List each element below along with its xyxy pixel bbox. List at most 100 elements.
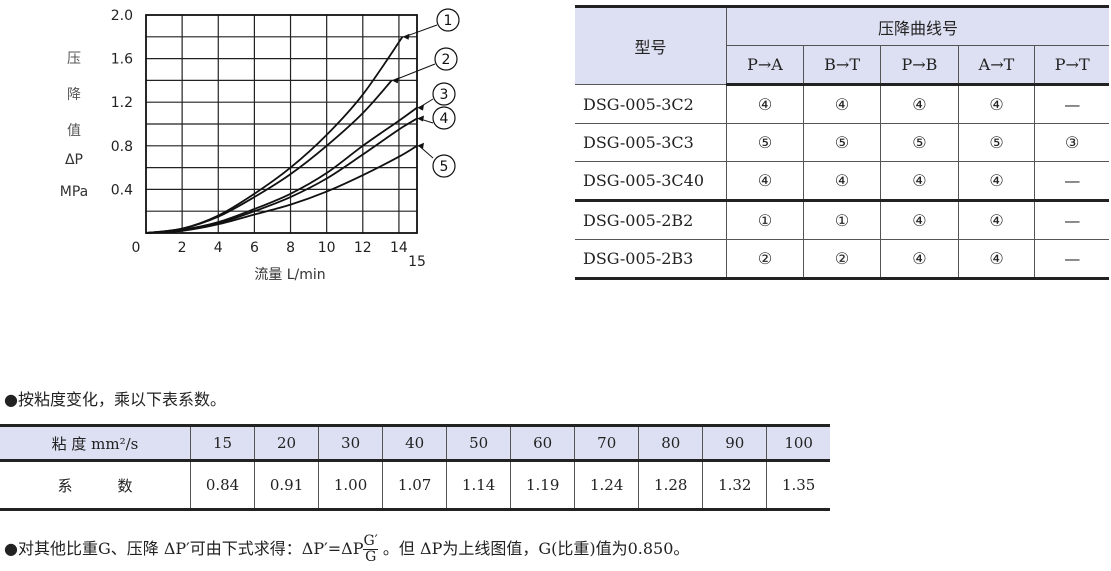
viscosity-header-label: 粘 度 mm²/s (0, 425, 191, 462)
arrow-head-icon (417, 115, 424, 122)
series-curve-3 (145, 106, 418, 234)
leader-line (404, 24, 438, 38)
column-header: P→A (726, 45, 804, 86)
viscosity-cell: 50 (446, 425, 512, 462)
table-row: DSG-005-2B2 ① ① ④ ④ — (575, 199, 1109, 240)
viscosity-cell: 60 (510, 425, 576, 462)
curve-group-header: 压降曲线号 (726, 6, 1109, 46)
curve-number-cell: ② (802, 239, 882, 279)
model-cell: DSG-005-2B2 (575, 199, 727, 240)
curve-number-cell: ② (726, 239, 804, 279)
table-row: DSG-005-3C3 ⑤ ⑤ ⑤ ⑤ ③ (575, 123, 1109, 162)
curve-number-cell: ④ (880, 199, 959, 240)
series-curve-2 (145, 79, 393, 234)
curve-number-cell: — (1034, 84, 1109, 124)
x-tick-label: 12 (354, 240, 372, 256)
curve-number-cell: ④ (726, 161, 804, 201)
model-header: 型号 (575, 6, 727, 85)
curve-number-cell: ④ (880, 84, 959, 124)
coefficient-cell: 1.28 (638, 460, 704, 510)
viscosity-cell: 70 (574, 425, 640, 462)
y-tick-label: 1.6 (111, 52, 133, 68)
series-curve-4 (145, 117, 418, 234)
curve-number-cell: ① (726, 199, 804, 240)
y-tick-label: 0.8 (111, 139, 133, 155)
y-axis-label-line: ΔP (64, 152, 84, 168)
series-label-circle (432, 154, 456, 178)
fraction-denominator: G (365, 549, 377, 565)
column-header: B→T (802, 45, 882, 86)
curve-number-cell: ④ (880, 239, 959, 279)
model-cell: DSG-005-3C3 (575, 123, 727, 162)
curve-number-cell: ④ (957, 199, 1036, 240)
curve-number-cell: ⑤ (957, 123, 1036, 162)
gravity-note-prefix: ●对其他比重G、压降 ΔP′可由下式求得：ΔP′=ΔP (4, 539, 364, 558)
curve-number-cell: ⑤ (726, 123, 804, 162)
coefficient-cell: 1.00 (318, 460, 384, 510)
series-label: 5 (440, 159, 449, 175)
viscosity-note: ●按粘度变化，乘以下表系数。 (4, 390, 226, 409)
curve-number-cell: ④ (880, 161, 959, 201)
x-tick-label: 2 (178, 240, 187, 256)
series-label-circle (432, 106, 456, 130)
curve-number-cell: — (1034, 161, 1109, 201)
viscosity-cell: 30 (318, 425, 384, 462)
series-label-circle (432, 82, 456, 106)
coefficient-cell: 1.35 (766, 460, 830, 510)
y-tick-label: 2.0 (111, 8, 133, 24)
y-axis-label-line: 降 (67, 87, 81, 103)
coefficient-cell: 1.32 (702, 460, 768, 510)
column-header: P→T (1034, 45, 1109, 86)
viscosity-cell: 100 (766, 425, 830, 462)
series-curve-5 (145, 145, 418, 234)
curve-number-cell: ④ (802, 84, 882, 124)
curve-number-cell: ④ (957, 161, 1036, 201)
model-cell: DSG-005-3C2 (575, 84, 727, 124)
y-tick-label: 0.4 (111, 182, 133, 198)
coefficient-cell: 0.91 (254, 460, 320, 510)
coefficient-cell: 0.84 (189, 460, 256, 510)
x-tick-label: 10 (318, 240, 336, 256)
table-row: DSG-005-2B3 ② ② ④ ④ — (575, 239, 1109, 279)
coefficient-row-label: 系 数 (0, 460, 191, 510)
leader-line (393, 63, 436, 81)
column-header: P→B (880, 45, 959, 86)
x-axis-label: 流量 L/min (254, 267, 325, 283)
column-header: A→T (957, 45, 1036, 86)
x-tick-label: 6 (250, 240, 259, 256)
arrow-head-icon (417, 104, 424, 111)
coefficient-cell: 1.07 (382, 460, 448, 510)
curve-number-cell: ④ (802, 161, 882, 201)
plot-frame (145, 14, 418, 234)
y-axis-label-line: 值 (67, 123, 81, 139)
model-cell: DSG-005-2B3 (575, 239, 727, 279)
curve-number-table: 型号 压降曲线号 P→A B→T P→B A→T P→T DSG-005-3C2 ④ ④ ④ ④… (575, 5, 1109, 280)
table-row: DSG-005-3C40 ④ ④ ④ ④ — (575, 161, 1109, 201)
viscosity-cell: 15 (189, 425, 256, 462)
x-tick-label: 14 (390, 240, 408, 256)
y-tick-label: 1.2 (111, 95, 133, 111)
curve-number-cell: ③ (1034, 123, 1109, 162)
curve-number-cell: ⑤ (880, 123, 959, 162)
curve-number-cell: ④ (957, 239, 1036, 279)
series-label: 3 (440, 87, 449, 103)
viscosity-cell: 40 (382, 425, 448, 462)
x-tick-label: 0 (132, 240, 141, 256)
curve-number-cell: ④ (726, 84, 804, 124)
gravity-note-suffix: 。但 ΔP为上线图值，G(比重)值为0.850。 (377, 539, 690, 558)
arrow-head-icon (417, 142, 424, 149)
viscosity-table: 粘 度 mm²/s 15 20 30 40 50 60 70 80 90 100 系 数 0.84 0.… (0, 424, 830, 511)
model-cell: DSG-005-3C40 (575, 161, 727, 201)
y-axis-label-line: 压 (67, 51, 81, 67)
coefficient-cell: 1.24 (574, 460, 640, 510)
viscosity-cell: 80 (638, 425, 704, 462)
x-tick-label: 15 (408, 254, 426, 270)
series-label-circle (434, 47, 458, 71)
curve-number-cell: — (1034, 239, 1109, 279)
formula-fraction: G′ G (363, 534, 378, 565)
curve-number-cell: ⑤ (802, 123, 882, 162)
arrow-head-icon (402, 33, 410, 40)
table-row: DSG-005-3C2 ④ ④ ④ ④ — (575, 84, 1109, 124)
x-tick-label: 8 (286, 240, 295, 256)
